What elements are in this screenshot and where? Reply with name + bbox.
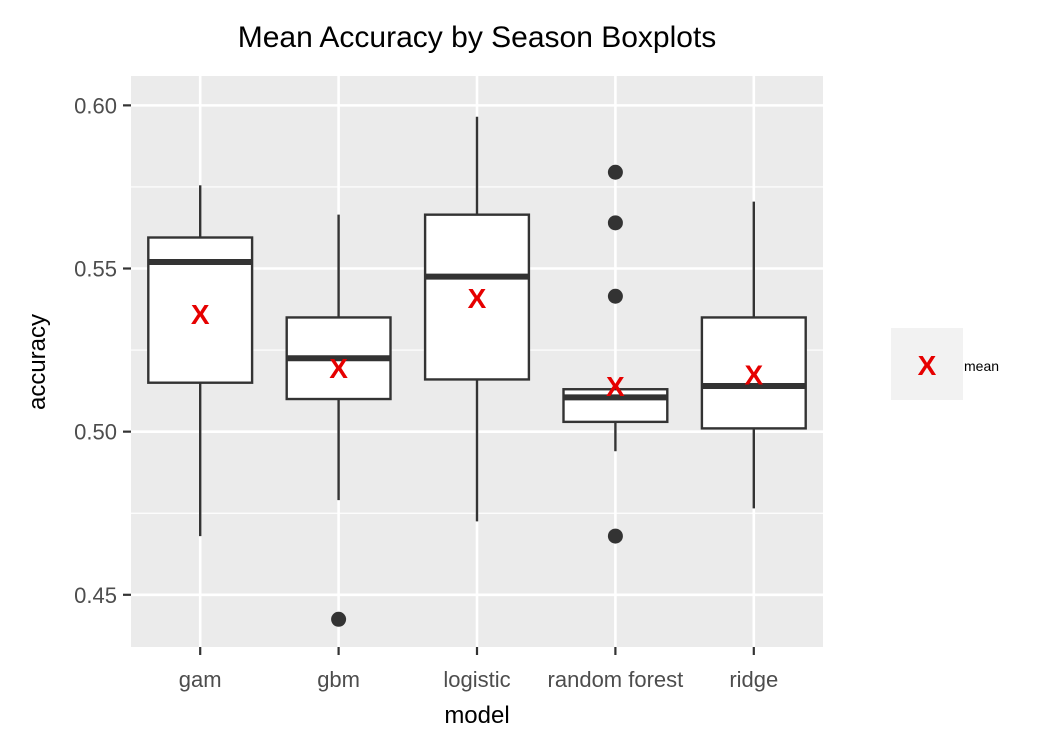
- x-tick-label: gbm: [317, 667, 360, 692]
- chart-title: Mean Accuracy by Season Boxplots: [238, 21, 717, 54]
- x-tick-label: ridge: [729, 667, 778, 692]
- box-gam: X: [147, 185, 254, 537]
- x-tick-label: gam: [179, 667, 222, 692]
- outlier-point: [607, 528, 623, 544]
- box-logistic: X: [423, 116, 531, 522]
- axes: 0.45 0.50 0.55 0.60 gam gbm logistic random for…: [74, 93, 778, 692]
- y-tick-label: 0.50: [74, 420, 117, 445]
- box-gbm: X: [285, 214, 392, 627]
- y-tick-label: 0.45: [74, 583, 117, 608]
- y-tick-label: 0.60: [74, 93, 117, 118]
- x-tick-label: logistic: [443, 667, 510, 692]
- y-tick-label: 0.55: [74, 257, 117, 282]
- mean-marker: X: [606, 371, 625, 402]
- mean-marker: X: [329, 353, 348, 384]
- outlier-point: [607, 215, 623, 231]
- outlier-point: [331, 611, 347, 627]
- outlier-point: [607, 288, 623, 304]
- y-axis-title: accuracy: [24, 314, 51, 410]
- iqr-box: [423, 213, 531, 381]
- legend: X mean: [891, 328, 999, 400]
- x-axis-title: model: [444, 702, 509, 729]
- boxes: X X X X X: [147, 116, 807, 627]
- mean-marker: X: [468, 283, 487, 314]
- legend-label-mean: mean: [964, 358, 999, 374]
- iqr-box: [700, 316, 807, 430]
- mean-marker: X: [744, 360, 763, 391]
- box-ridge: X: [700, 201, 807, 509]
- outlier-point: [607, 164, 623, 180]
- x-tick-label: random forest: [548, 667, 684, 692]
- box-random-forest: X: [562, 164, 669, 544]
- legend-mean-marker: X: [918, 350, 937, 381]
- mean-marker: X: [191, 299, 210, 330]
- legend-key: [891, 328, 963, 400]
